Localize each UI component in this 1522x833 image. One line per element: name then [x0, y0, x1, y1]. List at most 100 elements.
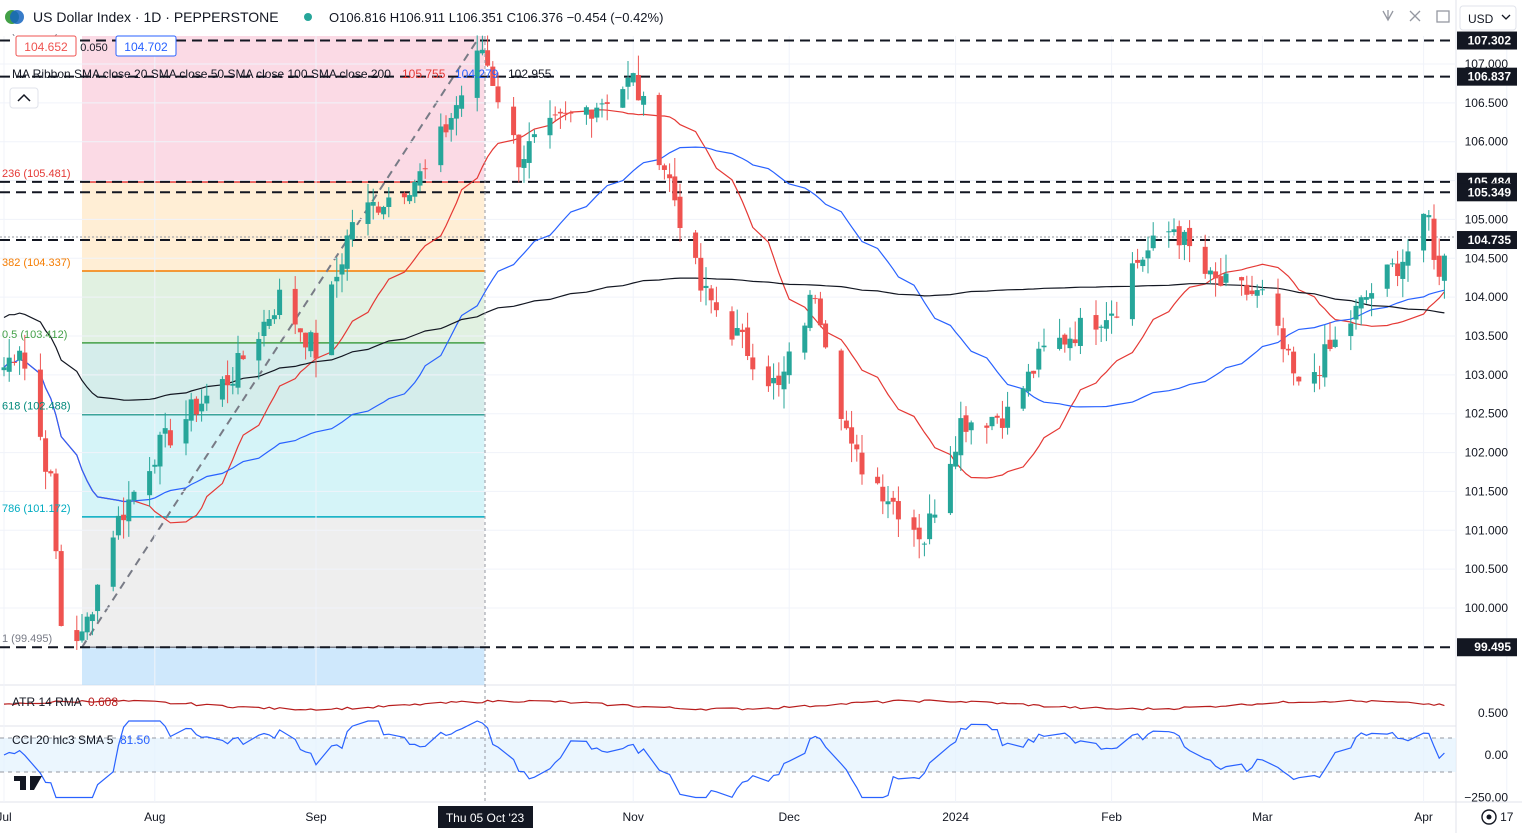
- grid: [0, 36, 1508, 802]
- candle: [1311, 372, 1317, 384]
- candle: [1405, 251, 1411, 266]
- candle: [1202, 246, 1208, 274]
- candle: [459, 95, 465, 109]
- settings-gear-center: [1486, 814, 1492, 820]
- buy-price: 104.702: [124, 40, 168, 54]
- candle: [256, 338, 262, 361]
- symbol-title[interactable]: US Dollar Index · 1D · PEPPERSTONE: [33, 9, 279, 25]
- candle: [1103, 320, 1109, 329]
- candle: [557, 111, 563, 114]
- candle: [1187, 227, 1193, 247]
- atr-legend[interactable]: ATR 14 RMA: [12, 695, 82, 709]
- atr-pane: [3, 699, 1445, 711]
- candle: [453, 105, 459, 119]
- candle: [308, 332, 314, 352]
- fib-zone: [82, 36, 485, 39]
- candle: [781, 371, 787, 390]
- price-tag-box: [1457, 638, 1517, 657]
- fibonacci-retracement[interactable]: [81, 36, 485, 685]
- currency-selector[interactable]: [1459, 5, 1517, 31]
- candle: [1239, 277, 1245, 281]
- arrow-down-icon[interactable]: [1382, 10, 1394, 22]
- price-tag: 106.837: [1468, 70, 1512, 84]
- candle: [157, 434, 163, 467]
- candle: [1436, 255, 1442, 277]
- candle: [589, 109, 595, 119]
- candle: [511, 106, 517, 136]
- candle: [334, 276, 340, 282]
- candle: [147, 471, 153, 496]
- sell-price: 104.652: [24, 40, 68, 54]
- pane-window-icon[interactable]: [1436, 10, 1450, 23]
- candle: [1207, 270, 1213, 275]
- candle: [817, 298, 823, 326]
- candle: [266, 319, 272, 326]
- time-label: Apr: [1414, 810, 1433, 824]
- fib-zone: [82, 182, 485, 271]
- candle: [167, 430, 173, 446]
- candle: [1259, 289, 1265, 291]
- candle: [1041, 345, 1047, 348]
- price-axis[interactable]: 107.000106.500106.000105.500105.000104.5…: [1457, 31, 1517, 805]
- maximize-icon[interactable]: [1409, 10, 1421, 22]
- candle: [563, 112, 569, 114]
- candle: [594, 107, 600, 118]
- candle: [531, 134, 537, 138]
- candle: [1036, 348, 1042, 370]
- candle: [989, 416, 995, 427]
- candle: [859, 452, 865, 475]
- candle: [48, 471, 54, 474]
- candle: [641, 95, 647, 105]
- candle: [1, 367, 7, 371]
- candle: [547, 117, 553, 136]
- candle: [329, 284, 335, 356]
- candle: [297, 328, 303, 333]
- candle: [1093, 315, 1099, 330]
- horizontal-levels[interactable]: [0, 39, 1456, 649]
- time-axis[interactable]: Jul Aug Sep Nov Dec 2024 Feb Mar Apr 17: [0, 810, 1514, 824]
- settings-gear-icon[interactable]: [1481, 809, 1497, 825]
- candle: [958, 418, 964, 456]
- candle: [1067, 338, 1073, 349]
- buy-price-box[interactable]: [115, 35, 177, 57]
- candle: [1322, 344, 1328, 378]
- price-tick: 106.500: [1465, 96, 1509, 110]
- tradingview-logo-icon: [14, 776, 42, 790]
- candle: [984, 425, 990, 428]
- price-tick: 104.500: [1465, 251, 1509, 265]
- candle: [1166, 231, 1172, 233]
- candle: [1363, 297, 1369, 300]
- candle: [292, 288, 298, 325]
- candle: [1072, 339, 1078, 344]
- sell-price-box[interactable]: [15, 35, 77, 57]
- fib-zone: [82, 38, 485, 183]
- candle: [131, 491, 137, 501]
- candle: [126, 499, 132, 522]
- candle: [1109, 313, 1115, 316]
- candle: [911, 517, 917, 530]
- cci-pane: [0, 720, 1456, 799]
- currency-label: USD: [1468, 12, 1494, 26]
- price-tag-box: [1457, 31, 1517, 50]
- candle: [349, 222, 355, 240]
- cci-legend[interactable]: CCI 20 hlc3 SMA 5: [12, 733, 114, 747]
- candle: [661, 165, 667, 170]
- market-status-icon: [304, 13, 312, 21]
- candle: [11, 361, 17, 363]
- candle: [604, 102, 610, 104]
- candle: [630, 73, 636, 83]
- candle: [953, 451, 959, 467]
- candle: [1358, 297, 1364, 309]
- collapse-legend-button[interactable]: [9, 87, 39, 109]
- candle: [1421, 213, 1427, 251]
- candle: [219, 379, 225, 400]
- candlestick-series: [1, 35, 1447, 650]
- candle: [386, 197, 392, 207]
- cci-band: [0, 738, 1456, 772]
- ma-ribbon-legend[interactable]: MA Ribbon SMA close 20 SMA close 50 SMA …: [12, 67, 391, 81]
- candle: [1057, 337, 1063, 349]
- fib-zone: [82, 342, 485, 415]
- price-tick: 101.000: [1465, 523, 1509, 537]
- candle: [521, 159, 527, 168]
